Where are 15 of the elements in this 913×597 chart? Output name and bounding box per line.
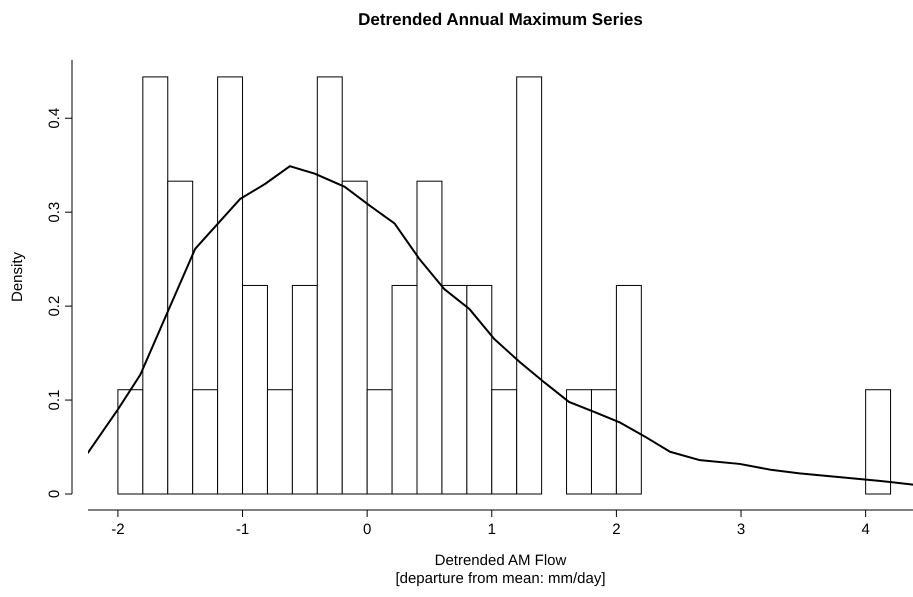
x-tick-label: -1 [236, 521, 250, 538]
y-tick-label: 0.1 [46, 390, 63, 410]
x-tick-label: 1 [488, 521, 496, 538]
x-tick-label: 2 [612, 521, 621, 538]
x-tick-label: 3 [736, 521, 746, 538]
x-tick-label: 0 [362, 521, 372, 538]
y-axis-title: Density [9, 252, 26, 302]
chart-title: Detrended Annual Maximum Series [358, 10, 643, 29]
y-tick-label: 0.2 [46, 296, 63, 317]
y-tick-label: 0.3 [46, 202, 63, 223]
x-axis-title: Detrended AM Flow [departure from mean: mm/day] [395, 552, 606, 587]
x-tick-label: -2 [111, 521, 125, 538]
y-tick-label: 0.4 [46, 108, 63, 129]
y-tick-label: 0 [46, 490, 63, 498]
x-tick-label: 4 [861, 521, 870, 538]
